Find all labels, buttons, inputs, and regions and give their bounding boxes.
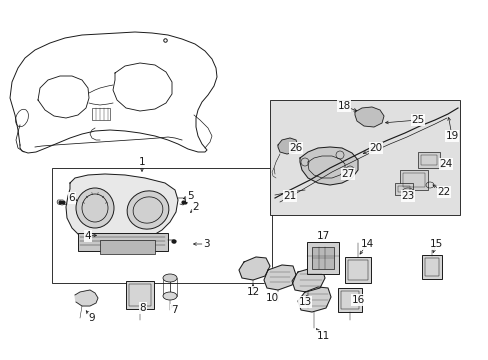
Bar — [420, 155, 436, 165]
Text: 26: 26 — [289, 143, 302, 153]
Bar — [52, 168, 271, 283]
Bar — [421, 255, 441, 279]
Text: 21: 21 — [283, 191, 296, 201]
Bar — [92, 108, 110, 120]
Bar — [269, 100, 459, 215]
Polygon shape — [66, 174, 178, 242]
Bar — [129, 284, 151, 306]
Text: 8: 8 — [140, 303, 146, 313]
Polygon shape — [299, 147, 357, 185]
Text: 5: 5 — [186, 191, 193, 201]
Text: 14: 14 — [360, 239, 373, 249]
Polygon shape — [354, 107, 383, 127]
Text: 1: 1 — [139, 157, 145, 167]
Text: 6: 6 — [68, 193, 75, 203]
Text: 2: 2 — [192, 202, 199, 212]
Bar — [337, 288, 361, 312]
Text: 23: 23 — [401, 191, 414, 201]
Bar — [394, 183, 412, 195]
Bar — [402, 173, 424, 187]
Bar — [399, 170, 427, 190]
Text: 10: 10 — [265, 293, 278, 303]
Text: 27: 27 — [341, 169, 354, 179]
Text: 19: 19 — [445, 131, 458, 141]
Polygon shape — [239, 257, 269, 280]
Polygon shape — [291, 268, 325, 292]
Bar — [347, 260, 367, 280]
Text: 25: 25 — [410, 115, 424, 125]
Ellipse shape — [76, 188, 114, 228]
Bar — [126, 281, 154, 309]
Bar — [424, 258, 438, 276]
Text: 12: 12 — [246, 287, 259, 297]
Bar — [417, 152, 439, 168]
Text: 20: 20 — [368, 143, 382, 153]
Polygon shape — [75, 290, 98, 306]
Text: 17: 17 — [316, 231, 329, 241]
Polygon shape — [264, 265, 295, 290]
Bar — [340, 291, 358, 309]
Polygon shape — [297, 287, 330, 312]
Text: 7: 7 — [170, 305, 177, 315]
Ellipse shape — [163, 274, 177, 282]
Bar — [397, 186, 409, 192]
Ellipse shape — [163, 292, 177, 300]
Bar — [306, 242, 338, 274]
Text: 18: 18 — [337, 101, 350, 111]
Bar — [78, 233, 168, 251]
Text: 24: 24 — [439, 159, 452, 169]
Text: 3: 3 — [202, 239, 209, 249]
Text: 11: 11 — [316, 331, 329, 341]
Text: 16: 16 — [351, 295, 364, 305]
Bar — [345, 257, 370, 283]
Bar — [100, 240, 155, 254]
Text: 4: 4 — [84, 231, 91, 241]
Polygon shape — [278, 138, 297, 154]
Text: 9: 9 — [88, 313, 95, 323]
Text: 22: 22 — [436, 187, 450, 197]
Ellipse shape — [127, 191, 168, 229]
Text: 15: 15 — [428, 239, 442, 249]
Text: 13: 13 — [298, 297, 311, 307]
Bar — [311, 247, 333, 269]
